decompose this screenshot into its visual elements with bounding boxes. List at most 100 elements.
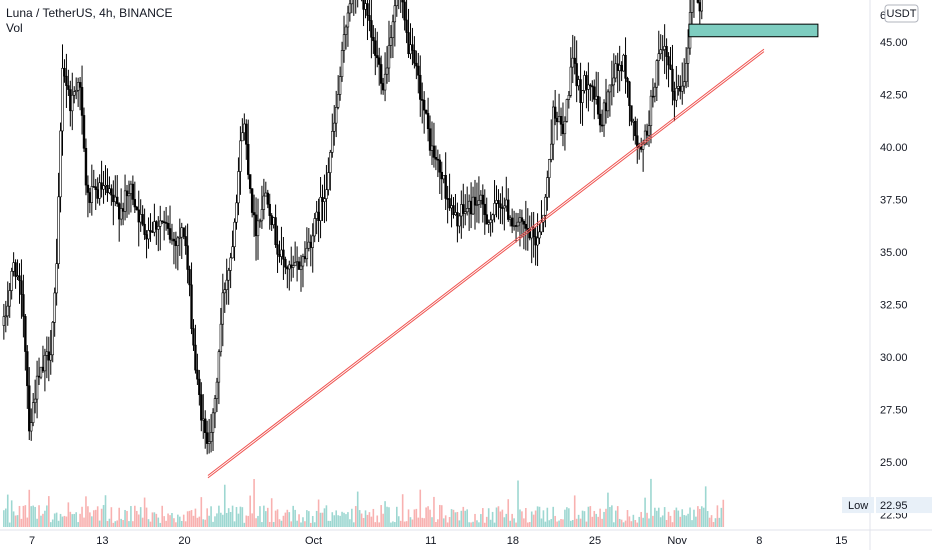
currency-button[interactable] (884, 4, 919, 23)
candle-body (489, 219, 492, 223)
candle-body (151, 231, 154, 233)
candle-body (266, 192, 269, 205)
candle-body (575, 63, 578, 87)
price-tick-label: 30.00 (880, 352, 908, 364)
volume-bar (667, 511, 670, 527)
candle-body (24, 316, 27, 352)
volume-bar (669, 515, 672, 527)
candle-body (608, 84, 612, 93)
candle-body (426, 113, 430, 130)
volume-bar (114, 521, 117, 527)
volume-bar (165, 520, 167, 527)
volume-bar (493, 522, 496, 527)
candle-body (192, 328, 195, 346)
volume-bar (261, 522, 263, 527)
volume-bar (81, 506, 83, 527)
candle-body (94, 186, 97, 190)
symbol-title[interactable]: Luna / TetherUS, 4h, BINANCE (6, 6, 173, 20)
price-tick-label: 27.50 (880, 405, 908, 417)
candle-body (534, 236, 537, 246)
volume-bar (122, 520, 124, 527)
candle-body (379, 64, 383, 84)
price-tick-label: 37.50 (880, 195, 908, 207)
candle-body (217, 351, 221, 383)
candle-body (174, 240, 178, 246)
volume-bar (135, 510, 138, 527)
volume-bar (474, 513, 476, 527)
price-tick-label: 35.00 (880, 247, 908, 259)
volume-bar (712, 522, 715, 527)
candle-body (153, 221, 156, 233)
volume-bar (714, 518, 717, 527)
volume-bar (315, 510, 318, 527)
candle-body (391, 21, 395, 39)
candle-body (164, 222, 168, 224)
volume-bar (71, 514, 74, 527)
candle-body (507, 199, 510, 220)
volume-bar (286, 509, 289, 527)
volume-bar (542, 510, 545, 527)
volume-bar (171, 513, 173, 527)
currency-button-label[interactable]: USDT (887, 8, 917, 20)
candle-body (690, 0, 694, 13)
volume-label[interactable]: Vol (6, 21, 23, 35)
volume-bar (683, 515, 685, 527)
volume-bar (581, 510, 584, 527)
time-axis[interactable]: 7 13 20 Oct 11 18 25 Nov 8 15 (0, 529, 932, 547)
candle-body (336, 94, 340, 108)
volume-bar (259, 506, 261, 527)
drawings[interactable] (0, 0, 888, 479)
volume-bar (435, 521, 437, 527)
candle-body (698, 2, 702, 12)
volume-bar (693, 509, 695, 527)
candle-body (329, 152, 332, 173)
candle-body (315, 211, 318, 219)
candle-body (544, 196, 547, 216)
volume-bar (413, 509, 416, 527)
volume-bar (587, 506, 590, 527)
candle-body (223, 289, 226, 294)
candle-body (157, 226, 160, 230)
volume-bar (354, 506, 357, 527)
volume-bar (530, 511, 533, 527)
candle-body (381, 83, 385, 91)
volume-bar (663, 507, 666, 527)
candle-body (634, 120, 637, 137)
candle-body (628, 81, 631, 106)
volume-bar (462, 506, 465, 527)
volume-bar (503, 517, 506, 527)
candle-body (147, 230, 150, 240)
candle-body (51, 322, 54, 356)
volume-bar (468, 522, 470, 527)
candle-body (522, 221, 526, 225)
price-tick-label: 6 (880, 10, 886, 22)
candle-body (84, 147, 88, 186)
volume-bar (16, 515, 19, 527)
volume-bar (571, 520, 574, 527)
candle-body (595, 95, 598, 100)
candle-body (245, 123, 248, 145)
volume-bar (554, 515, 556, 527)
volume-bar (208, 515, 210, 527)
candle-body (108, 188, 111, 194)
support-zone (688, 23, 819, 38)
volume-bar (304, 521, 306, 527)
volume-bar (278, 519, 281, 527)
price-axis[interactable]: 20.0022.5025.0027.5030.0032.5035.0037.50… (869, 0, 908, 550)
volume-bar (73, 513, 76, 527)
volume-bar (390, 522, 392, 527)
volume-bar (319, 512, 322, 527)
volume-bar (85, 496, 87, 527)
volume-bar (425, 507, 427, 527)
candle-body (67, 85, 70, 90)
candle-body (366, 3, 369, 16)
volume-bar (241, 507, 244, 527)
price-tick-label: 42.50 (880, 90, 908, 102)
volume-bar (247, 515, 250, 527)
volume-bar (352, 522, 355, 527)
candle-body (581, 90, 584, 103)
time-tick-label: 15 (835, 535, 847, 547)
candle-body (116, 196, 119, 204)
candle-body (274, 217, 277, 245)
